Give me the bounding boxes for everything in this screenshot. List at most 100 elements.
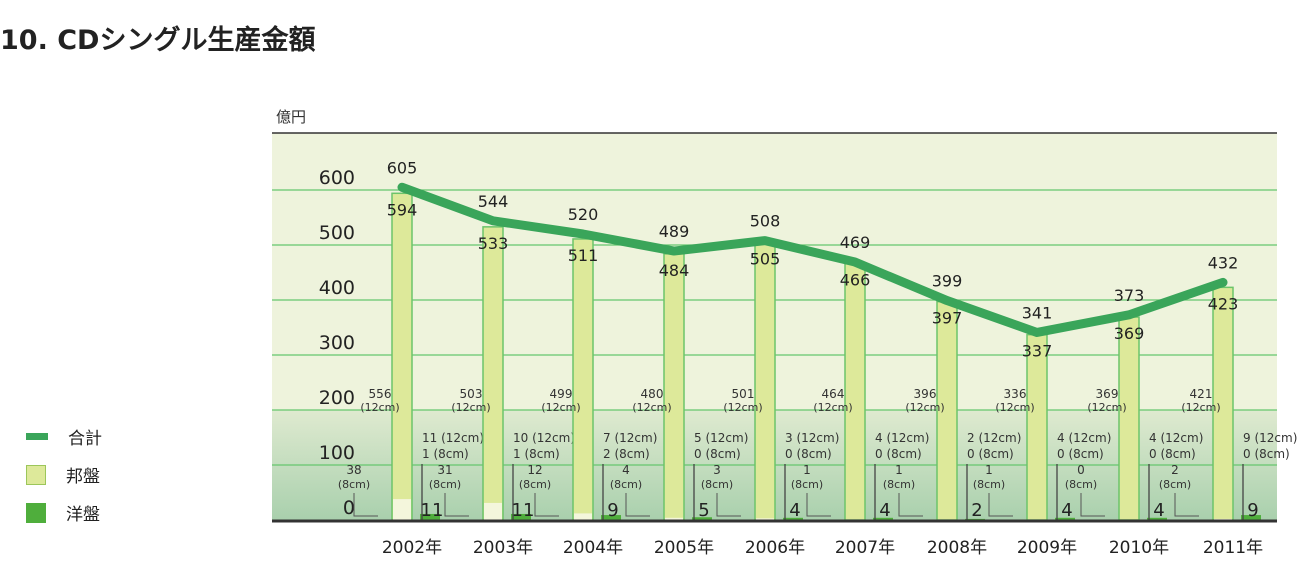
domestic-8cm-unit: (8cm) [883,478,915,491]
data-label-domestic: 397 [932,309,963,328]
domestic-12cm-unit: (12cm) [541,401,580,414]
bar-foreign [1147,517,1167,520]
bar-domestic [663,253,685,521]
y-axis-unit: 億円 [276,108,307,126]
x-tick-label: 2004年 [563,538,623,558]
y-tick-label: 100 [319,442,355,464]
data-label-foreign: 11 [421,500,444,521]
x-tick-label: 2009年 [1017,538,1077,558]
domestic-12cm-unit: (12cm) [360,401,399,414]
x-tick-label: 2006年 [745,538,805,558]
domestic-8cm-value: 3 [713,463,721,477]
domestic-12cm-unit: (12cm) [451,401,490,414]
leader-line [1174,493,1199,517]
bar-foreign [783,517,803,520]
domestic-8cm-unit: (8cm) [519,478,551,491]
data-label-foreign: 4 [789,500,800,521]
foreign-8cm-label: 0 (8cm) [875,447,922,461]
legend-label-foreign: 洋盤 [66,505,100,525]
domestic-12cm-unit: (12cm) [905,401,944,414]
foreign-8cm-label: 0 (8cm) [1057,447,1104,461]
domestic-8cm-unit: (8cm) [1065,478,1097,491]
domestic-12cm-value: 480 [641,387,664,401]
domestic-8cm-unit: (8cm) [701,478,733,491]
bar-domestic [844,262,866,521]
domestic-12cm-value: 556 [369,387,392,401]
foreign-12cm-label: 7 (12cm) [603,431,657,445]
data-label-total: 373 [1114,286,1145,305]
y-tick-label: 300 [319,332,355,354]
leader-line [353,493,378,517]
domestic-12cm-unit: (12cm) [632,401,671,414]
domestic-12cm-value: 499 [550,387,573,401]
bar-domestic-8cm [484,502,502,520]
data-label-total: 544 [478,192,509,211]
bar-domestic-8cm [393,499,411,520]
foreign-8cm-label: 0 (8cm) [967,447,1014,461]
data-label-foreign: 9 [1247,500,1258,521]
domestic-8cm-value: 1 [803,463,811,477]
domestic-8cm-unit: (8cm) [791,478,823,491]
leader-line [716,493,741,517]
leader-line [1080,493,1105,517]
domestic-12cm-value: 336 [1004,387,1027,401]
data-label-total: 520 [568,205,599,224]
data-label-domestic: 369 [1114,324,1145,343]
x-tick-label: 2007年 [835,538,895,558]
bar-domestic-8cm [665,517,683,520]
foreign-8cm-label: 0 (8cm) [785,447,832,461]
bar-domestic-8cm [756,518,774,520]
foreign-8cm-label: 0 (8cm) [1243,447,1290,461]
foreign-12cm-label: 5 (12cm) [694,431,748,445]
bar-foreign [965,518,985,520]
data-label-domestic: 423 [1208,294,1239,313]
foreign-12cm-label: 4 (12cm) [1057,431,1111,445]
x-tick-label: 2008年 [927,538,987,558]
data-label-total: 469 [840,233,871,252]
data-label-total: 508 [750,212,781,231]
foreign-12cm-label: 2 (12cm) [967,431,1021,445]
y-tick-label: 500 [319,222,355,244]
chart-title: 10. CDシングル生産金額 [0,25,316,56]
domestic-12cm-value: 501 [732,387,755,401]
domestic-8cm-value: 31 [437,463,452,477]
bar-domestic [754,241,776,521]
domestic-8cm-unit: (8cm) [429,478,461,491]
data-label-domestic: 594 [387,200,418,219]
legend-item-domestic: 邦盤 [26,462,100,487]
domestic-8cm-value: 12 [527,463,542,477]
data-label-domestic: 466 [840,271,871,290]
data-label-domestic: 484 [659,261,690,280]
legend-item-foreign: 洋盤 [26,500,100,525]
data-label-total: 399 [932,272,963,291]
y-tick-label: 0 [343,497,355,519]
foreign-8cm-label: 1 (8cm) [422,447,469,461]
data-label-foreign: 4 [879,500,890,521]
data-label-foreign: 9 [607,500,618,521]
data-label-total: 341 [1022,303,1053,322]
data-label-domestic: 533 [478,234,509,253]
foreign-12cm-label: 4 (12cm) [1149,431,1203,445]
foreign-8cm-label: 0 (8cm) [1149,447,1196,461]
domestic-8cm-value: 4 [622,463,630,477]
data-label-domestic: 337 [1022,342,1053,361]
foreign-12cm-label: 11 (12cm) [422,431,484,445]
foreign-12cm-label: 4 (12cm) [875,431,929,445]
data-label-total: 432 [1208,253,1239,272]
legend-label-total: 合計 [68,429,102,449]
domestic-8cm-unit: (8cm) [973,478,1005,491]
foreign-12cm-label: 3 (12cm) [785,431,839,445]
x-tick-label: 2002年 [382,538,442,558]
x-tick-label: 2003年 [473,538,533,558]
bar-foreign [1241,515,1261,520]
foreign-12cm-label: 9 (12cm) [1243,431,1297,445]
domestic-8cm-unit: (8cm) [338,478,370,491]
data-label-foreign: 2 [971,500,982,521]
data-label-foreign: 5 [698,500,709,521]
bar-foreign [601,515,621,520]
leader-line [806,493,831,517]
x-tick-label: 2010年 [1109,538,1169,558]
data-label-total: 489 [659,222,690,241]
domestic-12cm-unit: (12cm) [813,401,852,414]
bar-domestic [1118,316,1140,521]
